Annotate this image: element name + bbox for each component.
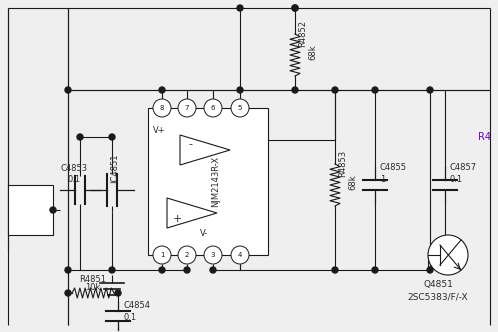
Circle shape <box>292 87 298 93</box>
Text: 8: 8 <box>160 105 164 111</box>
Circle shape <box>65 267 71 273</box>
Text: -: - <box>188 139 192 149</box>
Text: C4855: C4855 <box>380 162 407 172</box>
Bar <box>148 108 268 255</box>
Text: +: + <box>172 214 182 224</box>
Text: C4857: C4857 <box>450 162 477 172</box>
Circle shape <box>159 267 165 273</box>
Text: 5: 5 <box>238 105 242 111</box>
Circle shape <box>210 267 216 273</box>
Text: 0.1: 0.1 <box>123 313 136 322</box>
Text: C4854: C4854 <box>123 301 150 310</box>
Text: 2: 2 <box>185 252 189 258</box>
Text: R4853: R4853 <box>339 150 348 177</box>
Circle shape <box>65 87 71 93</box>
Circle shape <box>109 267 115 273</box>
Text: V+: V+ <box>153 125 166 134</box>
Circle shape <box>427 87 433 93</box>
Circle shape <box>65 290 71 296</box>
Text: NJM2143R-X: NJM2143R-X <box>212 156 221 207</box>
Text: 68k: 68k <box>308 44 318 60</box>
Circle shape <box>115 290 121 296</box>
Text: IC4851: IC4851 <box>111 153 120 183</box>
Text: 10k: 10k <box>85 283 101 291</box>
Circle shape <box>50 207 56 213</box>
Circle shape <box>292 5 298 11</box>
Circle shape <box>184 267 190 273</box>
Circle shape <box>153 99 171 117</box>
Circle shape <box>332 267 338 273</box>
Circle shape <box>332 87 338 93</box>
Text: R4851: R4851 <box>80 275 107 284</box>
Bar <box>8 185 53 235</box>
Circle shape <box>77 134 83 140</box>
Text: 7: 7 <box>185 105 189 111</box>
Circle shape <box>178 246 196 264</box>
Circle shape <box>204 99 222 117</box>
Circle shape <box>109 134 115 140</box>
Text: 6: 6 <box>211 105 215 111</box>
Circle shape <box>428 235 468 275</box>
Circle shape <box>372 87 378 93</box>
Text: C4853: C4853 <box>60 163 88 173</box>
Circle shape <box>231 246 249 264</box>
Circle shape <box>427 267 433 273</box>
Text: 2SC5383/F/-X: 2SC5383/F/-X <box>408 292 468 301</box>
Circle shape <box>292 5 298 11</box>
Circle shape <box>231 99 249 117</box>
Text: R4852: R4852 <box>298 20 307 47</box>
Text: 4: 4 <box>238 252 242 258</box>
Text: Q4851: Q4851 <box>423 281 453 290</box>
Text: 68k: 68k <box>349 174 358 190</box>
Text: 0.1: 0.1 <box>450 175 463 184</box>
Circle shape <box>372 267 378 273</box>
Circle shape <box>237 5 243 11</box>
Circle shape <box>153 246 171 264</box>
Text: R4: R4 <box>478 132 491 142</box>
Text: 1: 1 <box>160 252 164 258</box>
Circle shape <box>237 87 243 93</box>
Circle shape <box>159 87 165 93</box>
Text: V-: V- <box>200 228 208 237</box>
Circle shape <box>204 246 222 264</box>
Text: 3: 3 <box>211 252 215 258</box>
Text: 1: 1 <box>380 175 385 184</box>
Circle shape <box>178 99 196 117</box>
Text: 0.1: 0.1 <box>67 175 81 184</box>
